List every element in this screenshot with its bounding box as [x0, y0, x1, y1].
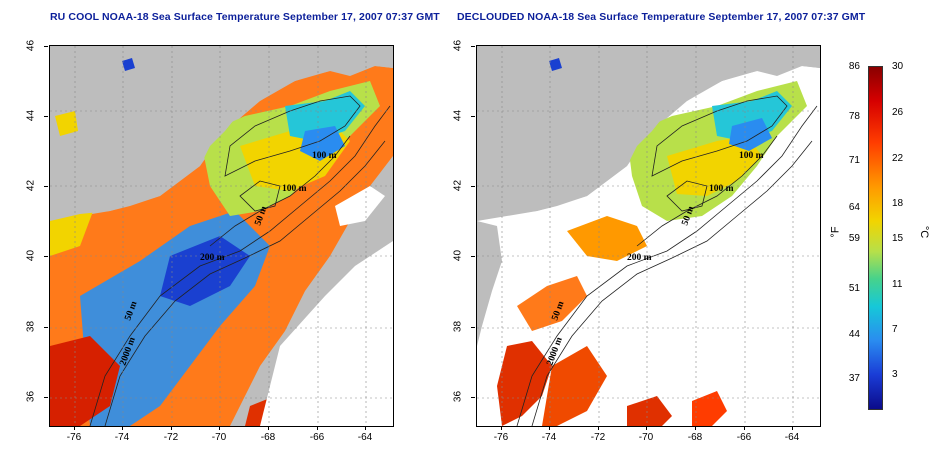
- left-ytick-label: 38: [25, 320, 37, 333]
- right-ytick-label: 44: [452, 109, 464, 122]
- colorbar-celsius-tick: 22: [892, 153, 904, 164]
- left-map-title: RU COOL NOAA-18 Sea Surface Temperature …: [50, 11, 440, 23]
- colorbar-celsius-tick: 3: [892, 369, 898, 380]
- right-ytick-mark: [471, 327, 475, 328]
- left-sst-map: 100 m 100 m 50 m 200 m 50 m 2000 m: [49, 45, 394, 427]
- right-xtick-mark: [501, 426, 502, 430]
- left-ytick-mark: [44, 397, 48, 398]
- left-ytick-mark: [44, 186, 48, 187]
- left-xtick-mark: [171, 426, 172, 430]
- colorbar-fahrenheit-tick: 59: [848, 233, 860, 244]
- colorbar-celsius-tick: 11: [892, 279, 903, 290]
- left-xtick-mark: [219, 426, 220, 430]
- colorbar-fahrenheit-tick: 37: [848, 373, 860, 384]
- right-ytick-mark: [471, 256, 475, 257]
- temperature-colorbar: [868, 66, 883, 410]
- right-ytick-mark: [471, 46, 475, 47]
- right-ytick-label: 40: [452, 249, 464, 262]
- right-xtick-label: -68: [687, 432, 703, 443]
- left-ytick-label: 46: [25, 39, 37, 52]
- left-xtick-mark: [74, 426, 75, 430]
- left-xtick-label: -66: [309, 432, 325, 443]
- right-xtick-label: -64: [784, 432, 800, 443]
- left-contour-label-100m-b: 100 m: [282, 184, 307, 194]
- left-xtick-mark: [317, 426, 318, 430]
- colorbar-fahrenheit-tick: 78: [848, 111, 860, 122]
- colorbar-celsius-unit: °C: [918, 225, 931, 239]
- left-sst-map-graphic: 100 m 100 m 50 m 200 m 50 m 2000 m: [50, 46, 393, 426]
- colorbar-celsius-tick: 15: [892, 233, 904, 244]
- right-xtick-mark: [792, 426, 793, 430]
- right-xtick-mark: [646, 426, 647, 430]
- colorbar-fahrenheit-tick: 71: [848, 155, 860, 166]
- left-ytick-label: 42: [25, 179, 37, 192]
- right-xtick-label: -72: [590, 432, 606, 443]
- right-ytick-label: 46: [452, 39, 464, 52]
- left-xtick-label: -70: [211, 432, 227, 443]
- colorbar-fahrenheit-tick: 44: [848, 329, 860, 340]
- left-ytick-mark: [44, 116, 48, 117]
- right-sst-map-graphic: 100 m 100 m 50 m 200 m 50 m 2000 m: [477, 46, 820, 426]
- left-xtick-label: -74: [114, 432, 130, 443]
- left-ytick-mark: [44, 46, 48, 47]
- right-ytick-label: 42: [452, 179, 464, 192]
- colorbar-celsius-tick: 26: [892, 107, 904, 118]
- left-xtick-label: -64: [357, 432, 373, 443]
- right-xtick-label: -74: [541, 432, 557, 443]
- right-ytick-mark: [471, 116, 475, 117]
- right-ytick-mark: [471, 186, 475, 187]
- right-map-title: DECLOUDED NOAA-18 Sea Surface Temperatur…: [457, 11, 866, 23]
- colorbar-fahrenheit-tick: 86: [848, 61, 860, 72]
- left-ytick-label: 40: [25, 249, 37, 262]
- right-xtick-mark: [695, 426, 696, 430]
- right-ytick-mark: [471, 397, 475, 398]
- left-ytick-label: 36: [25, 390, 37, 403]
- left-ytick-label: 44: [25, 109, 37, 122]
- left-xtick-label: -72: [163, 432, 179, 443]
- right-contour-label-100m-b: 100 m: [709, 184, 734, 194]
- right-xtick-mark: [549, 426, 550, 430]
- left-contour-label-100m-a: 100 m: [312, 151, 337, 161]
- right-xtick-label: -76: [493, 432, 509, 443]
- right-ytick-label: 38: [452, 320, 464, 333]
- left-xtick-mark: [122, 426, 123, 430]
- right-contour-label-200m: 200 m: [627, 253, 652, 263]
- colorbar-celsius-tick: 18: [892, 198, 904, 209]
- colorbar-celsius-tick: 30: [892, 61, 904, 72]
- left-ytick-mark: [44, 256, 48, 257]
- right-xtick-mark: [744, 426, 745, 430]
- left-xtick-label: -68: [260, 432, 276, 443]
- colorbar-fahrenheit-unit: °F: [829, 226, 842, 238]
- left-xtick-label: -76: [66, 432, 82, 443]
- right-xtick-label: -66: [736, 432, 752, 443]
- left-xtick-mark: [268, 426, 269, 430]
- right-ytick-label: 36: [452, 390, 464, 403]
- right-xtick-mark: [598, 426, 599, 430]
- colorbar-fahrenheit-tick: 64: [848, 202, 860, 213]
- right-sst-map: 100 m 100 m 50 m 200 m 50 m 2000 m: [476, 45, 821, 427]
- left-ytick-mark: [44, 327, 48, 328]
- right-contour-label-100m-a: 100 m: [739, 151, 764, 161]
- left-contour-label-200m: 200 m: [200, 253, 225, 263]
- colorbar-celsius-tick: 7: [892, 324, 898, 335]
- right-xtick-label: -70: [638, 432, 654, 443]
- colorbar-fahrenheit-tick: 51: [848, 283, 860, 294]
- left-xtick-mark: [365, 426, 366, 430]
